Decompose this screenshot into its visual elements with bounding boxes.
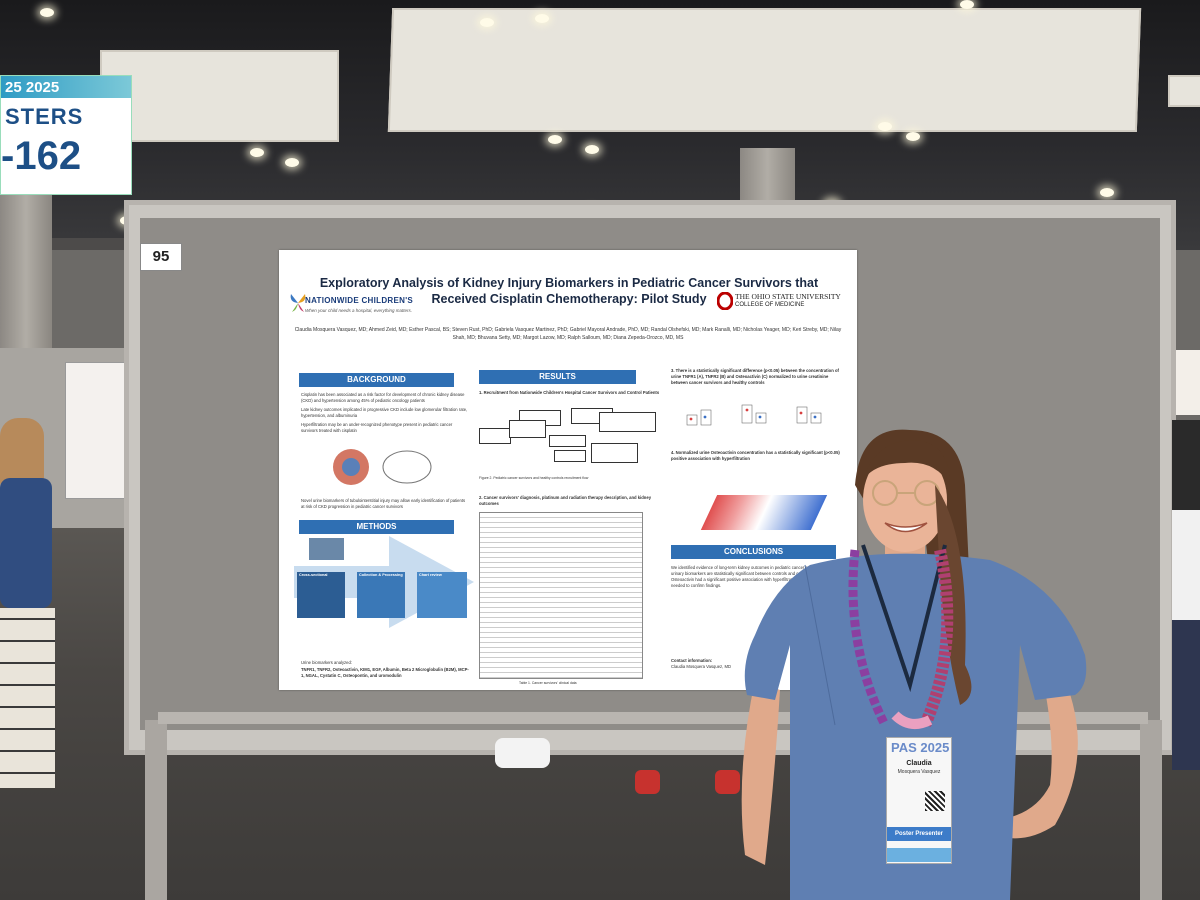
table-caption: Table 1. Cancer survivors' clinical data <box>519 681 577 685</box>
banner-year: 25 2025 <box>5 79 60 96</box>
ceiling-light <box>250 148 264 157</box>
badge-first-name: Claudia <box>906 760 932 767</box>
poster-title: Exploratory Analysis of Kidney Injury Bi… <box>309 275 829 307</box>
ceiling-light <box>1100 188 1114 197</box>
ceiling-light <box>878 122 892 131</box>
contact-label: Contact information: <box>671 658 713 663</box>
results-figure-caption: Figure 2. Pediatric cancer survivors and… <box>479 476 589 480</box>
attendee-left <box>0 418 55 788</box>
butterfly-logo-icon <box>290 294 306 312</box>
flow-box <box>591 443 638 463</box>
methods-step-label: Chart review <box>419 573 442 577</box>
pillar <box>0 185 52 355</box>
osu-logo-name: THE OHIO STATE UNIVERSITY <box>735 292 841 301</box>
boxplot-figure <box>686 404 822 426</box>
board-leg <box>145 720 167 900</box>
event-banner: 25 2025 STERS -162 <box>0 75 132 195</box>
biomarkers-label: Urine biomarkers analyzed: <box>301 660 352 665</box>
badge-event-logo: PAS 2025 <box>891 740 950 755</box>
background-text-tail: Novel urine biomarkers of tubulointersti… <box>301 498 466 509</box>
results-heading: RESULTS <box>479 370 636 384</box>
biomarkers-list: TNFR1, TNFR2, Osteoactivin, KIM1, EGF, A… <box>301 667 469 678</box>
attendee-right <box>1172 420 1200 770</box>
attendee-shoe <box>635 770 660 794</box>
methods-step-box <box>417 572 467 618</box>
nch-logo-name: NATIONWIDE CHILDREN'S <box>305 296 414 305</box>
name-badge: PAS 2025 Claudia Mosquera Vasquez Poster… <box>886 737 952 864</box>
attendee-shoe <box>715 770 740 794</box>
badge-qr-code <box>925 791 945 811</box>
results-item: 4. Normalized urine Osteoactivin concent… <box>671 450 840 461</box>
ceiling-panel <box>1168 75 1200 107</box>
ceiling-light <box>40 8 54 17</box>
badge-role: Poster Presenter <box>887 827 951 841</box>
poster-title-line1: Exploratory Analysis of Kidney Injury Bi… <box>319 276 819 290</box>
ceiling-light <box>480 18 494 27</box>
badge-footer <box>887 848 951 862</box>
background-heading: BACKGROUND <box>299 373 454 387</box>
results-item: 3. There is a statistically significant … <box>671 368 839 385</box>
research-poster: Exploratory Analysis of Kidney Injury Bi… <box>279 250 857 690</box>
flow-box <box>549 435 586 447</box>
banner-header <box>1 76 131 98</box>
contact-name: Claudia Mosquera Vasquez, MD <box>671 664 731 669</box>
attendee-shoe <box>495 738 550 768</box>
methods-step-label: Cross-sectional <box>299 573 328 577</box>
flow-box <box>554 450 586 462</box>
poster-authors: Claudia Mosquera Vasquez, MD; Ahmed Zeid… <box>294 327 842 341</box>
methods-step-box <box>297 572 345 618</box>
background-bullet: Hyperfiltration may be an under-recogniz… <box>301 422 453 433</box>
banner-number: -162 <box>1 134 82 178</box>
conclusions-heading: CONCLUSIONS <box>671 545 836 559</box>
methods-step-label: Collection & Processing <box>359 573 403 577</box>
background-poster <box>1172 350 1200 415</box>
board-number: 95 <box>140 243 182 271</box>
osu-block-o-icon <box>717 292 733 310</box>
results-item: 1. Recruitment from Nationwide Children'… <box>479 390 660 395</box>
methods-step-box <box>357 572 405 618</box>
ceiling-panel <box>387 8 1142 132</box>
presenter <box>741 429 1087 900</box>
badge-last-name: Mosquera Vasquez <box>897 769 941 775</box>
results-item: 2. Cancer survivors' diagnosis, platinum… <box>479 495 652 506</box>
nch-logo-tagline: When your child needs a hospital, everyt… <box>305 308 413 313</box>
ceiling-panel <box>100 50 339 142</box>
kidney-diagram <box>333 449 432 485</box>
attendee-hair <box>0 418 44 488</box>
ceiling-light <box>285 158 299 167</box>
poster-title-line2: Received Cisplatin Chemotherapy: Pilot S… <box>431 292 707 306</box>
ceiling-light <box>906 132 920 141</box>
ceiling-light <box>585 145 599 154</box>
background-bullet: Late kidney outcomes implicated in progr… <box>301 407 468 418</box>
background-bullet: Cisplatin has been associated as a risk … <box>301 392 465 403</box>
background-text: Cisplatin has been associated as a risk … <box>301 392 469 434</box>
ceiling-light <box>960 0 974 9</box>
methods-heading: METHODS <box>299 520 454 534</box>
osu-logo-sub: COLLEGE OF MEDICINE <box>735 302 805 308</box>
flow-box <box>509 420 546 438</box>
board-leg <box>1140 720 1162 900</box>
attendee-skirt <box>0 608 55 788</box>
attendee-jacket <box>0 478 52 608</box>
clinical-data-table <box>479 512 643 679</box>
flow-box <box>599 412 656 432</box>
conclusions-text: We identified evidence of long-term kidn… <box>671 565 840 588</box>
flow-box <box>479 428 511 444</box>
hospital-photo <box>309 538 344 560</box>
ceiling-light <box>548 135 562 144</box>
banner-line: STERS <box>5 104 84 129</box>
ceiling-light <box>535 14 549 23</box>
